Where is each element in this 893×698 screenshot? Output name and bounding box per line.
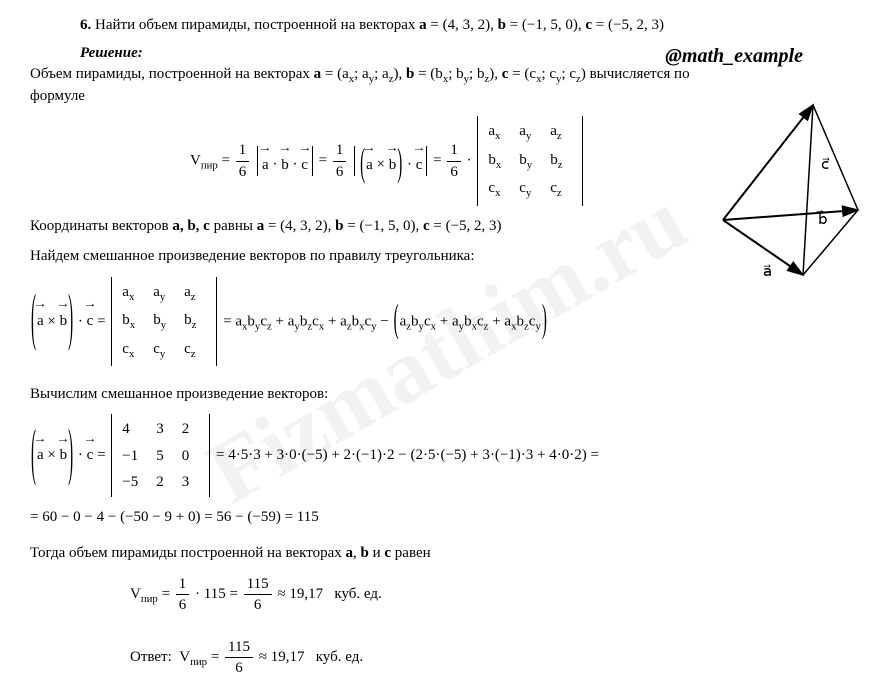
- result-den: 6: [244, 595, 272, 615]
- vec-b-value: (−1, 5, 0): [522, 17, 578, 33]
- problem-statement: 6. Найти объем пирамиды, построенной на …: [30, 15, 863, 35]
- then-prefix: Тогда объем пирамиды построенной на вект…: [30, 545, 346, 561]
- frac-den: 6: [236, 162, 250, 182]
- handle-text: @math_example: [665, 43, 803, 70]
- task-text: Найти объем пирамиды, построенной на век…: [95, 17, 419, 33]
- answer-approx: ≈ 19,17: [259, 649, 305, 665]
- result-num: 115: [244, 574, 272, 595]
- vec-a-label: a: [419, 17, 427, 33]
- triple-product-intro: Найдем смешанное произведение векторов п…: [30, 246, 863, 266]
- numeric-expansion: = 4·5·3 + 3·0·(−5) + 2·(−1)·2 − (2·5·(−5…: [216, 447, 599, 463]
- coords-prefix: Координаты векторов: [30, 218, 172, 234]
- answer-den: 6: [225, 658, 253, 678]
- vec-a-value: (4, 3, 2): [443, 17, 491, 33]
- answer-num: 115: [225, 637, 253, 658]
- coords-b: (−1, 5, 0): [359, 218, 415, 234]
- answer-line: Ответ: Vпир = 1156 ≈ 19,17 куб. ед.: [30, 637, 863, 679]
- numeric-line2: = 60 − 0 − 4 − (−50 − 9 + 0) = 56 − (−59…: [30, 507, 863, 527]
- result-formula: Vпир = 16 · 115 = 1156 ≈ 19,17 куб. ед.: [30, 574, 863, 616]
- intro-paragraph: Объем пирамиды, построенной на векторах …: [30, 64, 710, 107]
- answer-units: куб. ед.: [316, 649, 363, 665]
- result-units: куб. ед.: [334, 586, 381, 602]
- symbolic-determinant: axayaz bxbybz cxcycz: [477, 116, 583, 206]
- coords-mid: равны: [214, 218, 257, 234]
- vec-c-label: c: [585, 17, 592, 33]
- v-symbol: V: [190, 153, 201, 169]
- frac-num: 1: [236, 140, 250, 161]
- then-tail: равен: [395, 545, 431, 561]
- compute-intro: Вычислим смешанное произведение векторов…: [30, 384, 863, 404]
- then-line: Тогда объем пирамиды построенной на вект…: [30, 543, 863, 563]
- v-subscript: пир: [201, 160, 218, 172]
- answer-label: Ответ:: [130, 649, 172, 665]
- coords-restatement: Координаты векторов a, b, c равны a = (4…: [30, 216, 863, 236]
- problem-number: 6.: [80, 17, 91, 33]
- result-approx: ≈ 19,17: [277, 586, 323, 602]
- volume-formula: Vпир = 16 a · b · c = 16 (a × b) · c = 1…: [30, 116, 863, 206]
- coords-c: (−5, 2, 3): [446, 218, 502, 234]
- result-mult: · 115 =: [195, 586, 238, 602]
- vec-b-label: b: [498, 17, 506, 33]
- vec-c-value: (−5, 2, 3): [608, 17, 664, 33]
- triple-product-expansion: (a × b) · c = axayaz bxbybz cxcycz = axb…: [30, 277, 863, 367]
- numeric-determinant-line: (a × b) · c = 432 −150 −523 = 4·5·3 + 3·…: [30, 414, 863, 497]
- numeric-determinant: 432 −150 −523: [111, 414, 210, 497]
- intro-text: Объем пирамиды, построенной на векторах: [30, 66, 314, 82]
- coords-a: (4, 3, 2): [280, 218, 328, 234]
